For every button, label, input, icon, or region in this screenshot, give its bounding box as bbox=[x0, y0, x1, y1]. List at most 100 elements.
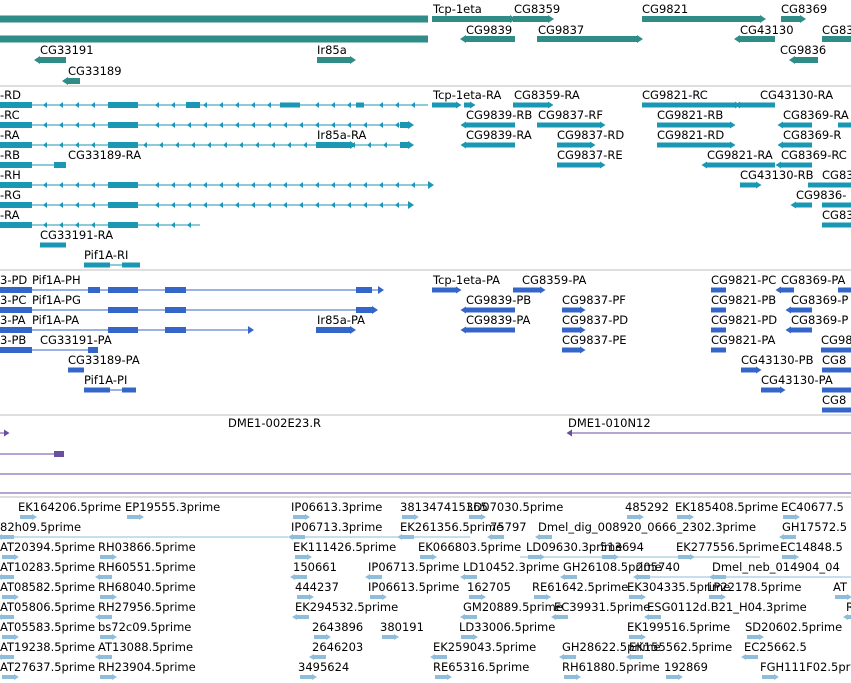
est-bar[interactable] bbox=[314, 655, 326, 659]
clones-track[interactable]: DME1-002E23.R DME1-010N12 bbox=[0, 416, 851, 494]
est-label-ek066803-5prime[interactable]: EK066803.5prime bbox=[418, 540, 521, 554]
cds-label-pif1a-pi[interactable]: Pif1A-PI bbox=[84, 373, 127, 387]
cds-label-cg43130-pa[interactable]: CG43130-PA bbox=[761, 373, 833, 387]
gene-cg83[interactable] bbox=[822, 36, 851, 42]
cds-label-cg9821-pa[interactable]: CG9821-PA bbox=[711, 333, 776, 347]
transcript-label-cg33189-ra[interactable]: CG33189-RA bbox=[68, 148, 141, 162]
transcript-label-cg43130-rb[interactable]: CG43130-RB bbox=[740, 168, 814, 182]
cds-label-cg43130-pb[interactable]: CG43130-PB bbox=[741, 353, 814, 367]
cds-model[interactable] bbox=[84, 387, 136, 393]
gene-label-cg43130[interactable]: CG43130 bbox=[740, 23, 794, 37]
est-label-2643896[interactable]: 2643896 bbox=[312, 620, 363, 634]
est-label-162705[interactable]: 162705 bbox=[467, 580, 511, 594]
est-bar[interactable] bbox=[465, 575, 477, 579]
cds-bar[interactable] bbox=[562, 347, 580, 353]
ests-track[interactable]: EK164206.5prime EP19555.3prime IP06613.3pr… bbox=[0, 500, 851, 680]
transcript-bar[interactable] bbox=[740, 102, 775, 108]
cds-label-cg9837-pe[interactable]: CG9837-PE bbox=[562, 333, 627, 347]
est-bar[interactable] bbox=[540, 535, 552, 539]
gene-cg43130[interactable] bbox=[740, 36, 775, 42]
cds-label-cg9839-pa[interactable]: CG9839-PA bbox=[466, 313, 531, 327]
transcript-label-rb[interactable]: -RB bbox=[0, 148, 20, 162]
est-label-ec40677-5[interactable]: EC40677.5 bbox=[781, 500, 844, 514]
cds-bar[interactable] bbox=[711, 307, 726, 313]
cds-track[interactable]: 3-PD Pif1A-PH Tcp-1eta-PA CG8359-PA CG9821-P… bbox=[0, 273, 851, 413]
est-bar[interactable] bbox=[293, 515, 305, 519]
cds-bar[interactable] bbox=[821, 347, 851, 353]
transcript-bar[interactable] bbox=[657, 122, 730, 128]
est-bar[interactable] bbox=[2, 555, 14, 559]
gene-label-cg8359[interactable]: CG8359 bbox=[514, 2, 560, 16]
cds-bar[interactable] bbox=[711, 287, 726, 293]
cds-label-cg8[interactable]: CG8 bbox=[822, 393, 846, 407]
transcript-label-ra[interactable]: -RA bbox=[0, 128, 20, 142]
est-bar[interactable] bbox=[370, 575, 382, 579]
est-label-rh03866-5prime[interactable]: RH03866.5prime bbox=[98, 540, 196, 554]
transcript-label-rh[interactable]: -RH bbox=[0, 168, 21, 182]
transcript-label-cg83[interactable]: CG83 bbox=[822, 208, 851, 222]
est-bar[interactable] bbox=[564, 675, 576, 679]
cds-bar[interactable] bbox=[513, 287, 540, 293]
transcript-label-pif1a-ri[interactable]: Pif1A-RI bbox=[84, 248, 128, 262]
est-label-at05583-5prime[interactable]: AT05583.5prime bbox=[0, 620, 95, 634]
transcript-model[interactable] bbox=[0, 201, 414, 209]
est-label-ek277556-5prime[interactable]: EK277556.5prime bbox=[676, 540, 779, 554]
est-label-ek261356-5prime[interactable]: EK261356.5prime bbox=[400, 520, 503, 534]
gene-cg8359[interactable] bbox=[513, 16, 548, 22]
est-bar[interactable] bbox=[435, 675, 447, 679]
gene-label-cg33189[interactable]: CG33189 bbox=[68, 64, 122, 78]
cds-bar[interactable] bbox=[432, 287, 456, 293]
cds-bar[interactable] bbox=[562, 327, 580, 333]
clone-label-dme1-002e23-r[interactable]: DME1-002E23.R bbox=[228, 416, 321, 430]
est-bar[interactable] bbox=[100, 555, 112, 559]
est-bar[interactable] bbox=[300, 675, 312, 679]
transcript-label-cg9821-rc[interactable]: CG9821-RC bbox=[642, 88, 708, 102]
transcript-bar[interactable] bbox=[783, 122, 812, 128]
est-bar[interactable] bbox=[747, 635, 759, 639]
transcript-label-ra[interactable]: -RA bbox=[0, 208, 20, 222]
transcript-bar[interactable] bbox=[557, 142, 590, 148]
est-label-ec14848-5[interactable]: EC14848.5 bbox=[780, 540, 843, 554]
est-label-ek185408-5prime[interactable]: EK185408.5prime bbox=[675, 500, 778, 514]
transcript-model[interactable] bbox=[0, 162, 66, 168]
est-label-ip06713-5prime[interactable]: IP06713.5prime bbox=[368, 560, 459, 574]
est-label-150661[interactable]: 150661 bbox=[293, 560, 337, 574]
cds-bar[interactable] bbox=[466, 327, 515, 333]
est-bar[interactable] bbox=[649, 615, 661, 619]
transcript-label-ir85a-ra[interactable]: Ir85a-RA bbox=[317, 128, 366, 142]
est-label-bs72c09-5prime[interactable]: bs72c09.5prime bbox=[98, 620, 191, 634]
cds-label-cg9839-pb[interactable]: CG9839-PB bbox=[466, 293, 531, 307]
transcript-model[interactable] bbox=[84, 262, 140, 268]
est-label-at20394-5prime[interactable]: AT20394.5prime bbox=[0, 540, 95, 554]
transcript-label-cg9821-ra[interactable]: CG9821-RA bbox=[707, 148, 773, 162]
transcript-bar[interactable] bbox=[557, 162, 600, 168]
transcript-bar[interactable] bbox=[707, 162, 775, 168]
transcript-label-cg43130-ra[interactable]: CG43130-RA bbox=[760, 88, 833, 102]
cds-label-cg9837-pf[interactable]: CG9837-PF bbox=[562, 293, 626, 307]
cds-label-cg8369-p[interactable]: CG8369-P bbox=[791, 313, 848, 327]
transcript-bar[interactable] bbox=[796, 202, 812, 208]
cds-bar[interactable] bbox=[822, 407, 851, 413]
transcript-bar[interactable] bbox=[466, 142, 515, 148]
transcript-bar[interactable] bbox=[466, 122, 515, 128]
transcript-label-cg9836[interactable]: CG9836- bbox=[796, 188, 846, 202]
est-label-ip06613-5prime[interactable]: IP06613.5prime bbox=[368, 580, 459, 594]
est-bar[interactable] bbox=[784, 535, 796, 539]
transcript-bar[interactable] bbox=[642, 102, 735, 108]
cds-bar[interactable] bbox=[791, 307, 812, 313]
gene-cg33189[interactable] bbox=[68, 78, 80, 84]
est-label-gm20889-5prime[interactable]: GM20889.5prime bbox=[463, 600, 563, 614]
est-label-dmel-neb-014904-04[interactable]: Dmel_neb_014904_04 bbox=[712, 560, 840, 574]
cds-label-cg33189-pa[interactable]: CG33189-PA bbox=[68, 353, 140, 367]
gene-label-cg83[interactable]: CG83 bbox=[822, 23, 851, 37]
est-label-ek155562-5prime[interactable]: EK155562.5prime bbox=[629, 640, 732, 654]
gene-label-cg33191[interactable]: CG33191 bbox=[40, 43, 94, 57]
est-bar[interactable] bbox=[461, 635, 473, 639]
gene-ir85a[interactable] bbox=[317, 57, 350, 63]
transcript-bar[interactable] bbox=[838, 122, 851, 128]
transcript-bar[interactable] bbox=[808, 182, 851, 188]
est-label-ld33006-5prime[interactable]: LD33006.5prime bbox=[459, 620, 555, 634]
gene-label-cg9836[interactable]: CG9836 bbox=[780, 43, 826, 57]
cds-label-cg8369-p[interactable]: CG8369-P bbox=[791, 293, 848, 307]
